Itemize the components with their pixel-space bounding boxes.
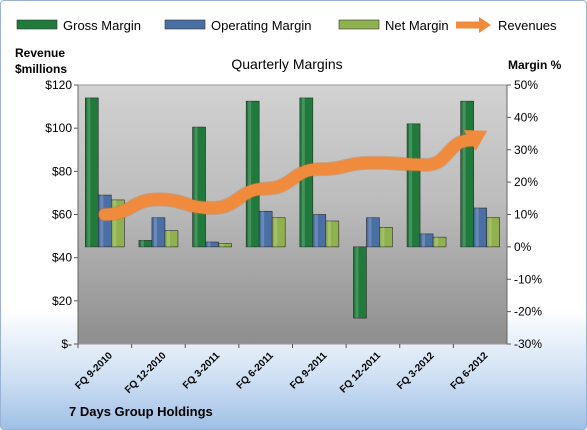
bar-highlight (475, 208, 479, 247)
legend-label-operating-margin: Operating Margin (211, 18, 311, 33)
bar-net-margin (486, 217, 500, 248)
legend-swatch-net-margin (338, 19, 380, 30)
bar-gross-margin (353, 246, 367, 319)
bar-highlight (194, 127, 198, 247)
legend: Gross Margin Operating Margin Net Margin Re… (16, 17, 557, 33)
bar-highlight (261, 211, 265, 247)
bar-highlight (207, 242, 211, 247)
right-axis-title: Margin % (508, 58, 562, 72)
revenue-line-layer (97, 130, 488, 222)
plot-area (77, 84, 508, 345)
bar-highlight (409, 123, 413, 247)
bar-net-margin (218, 243, 232, 248)
bar-highlight (100, 195, 104, 247)
bar-highlight (368, 217, 372, 247)
bar-highlight (314, 214, 318, 247)
bar-highlight (488, 217, 492, 247)
bar-operating-margin (366, 217, 380, 248)
bar-highlight (220, 243, 224, 247)
bar-gross-margin (192, 126, 206, 248)
right-tick-label: -20% (514, 305, 542, 319)
bar-highlight (381, 227, 385, 247)
right-tick-label: 50% (514, 78, 538, 92)
right-tick-label: -30% (514, 337, 542, 351)
right-tick-label: 10% (514, 208, 538, 222)
legend-label-revenues: Revenues (498, 18, 557, 33)
category-label: FQ 3-2012 (395, 350, 437, 392)
category-label: FQ 9-2010 (73, 350, 115, 392)
category-label: FQ 6-2011 (235, 350, 276, 391)
category-label: FQ 9-2011 (288, 350, 329, 391)
bar-net-margin (379, 227, 393, 248)
bar-highlight (435, 237, 439, 247)
bar-highlight (248, 101, 252, 247)
bar-highlight (422, 233, 426, 247)
bar-highlight (153, 217, 157, 247)
bar-operating-margin (473, 207, 487, 248)
bar-gross-margin (85, 97, 99, 248)
left-tick-label: $40 (52, 251, 72, 265)
revenue-line (98, 134, 476, 221)
left-axis-title-line2: $millions (15, 62, 67, 76)
bar-highlight (166, 230, 170, 247)
legend-arrowhead (479, 17, 491, 33)
category-label: FQ 12-2011 (338, 350, 383, 395)
left-tick-label: $60 (52, 208, 72, 222)
bar-highlight (355, 246, 359, 319)
category-label: FQ 6-2012 (449, 350, 491, 392)
bar-gross-margin (460, 100, 474, 248)
bar-operating-margin (419, 233, 434, 248)
category-label: FQ 3-2011 (181, 350, 222, 391)
legend-swatch-gross-margin (16, 19, 58, 30)
right-tick-label: 20% (514, 175, 538, 189)
bar-operating-margin (205, 241, 219, 248)
left-tick-label: $100 (45, 121, 72, 135)
left-tick-label: $120 (45, 78, 72, 92)
legend-label-gross-margin: Gross Margin (63, 18, 141, 33)
bars-layer (85, 97, 500, 319)
left-axis-title-line1: Revenue (15, 46, 65, 60)
bar-highlight (113, 199, 117, 247)
legend-label-net-margin: Net Margin (385, 18, 449, 33)
bar-operating-margin (151, 217, 166, 248)
bar-operating-margin (312, 214, 327, 248)
legend-swatch-operating-margin (164, 19, 206, 30)
bar-highlight (327, 220, 331, 247)
bar-net-margin (164, 230, 179, 248)
left-tick-label: $- (61, 337, 72, 351)
bar-net-margin (432, 236, 447, 248)
bar-gross-margin (406, 123, 421, 248)
chart-title: Quarterly Margins (231, 56, 342, 72)
right-tick-label: 0% (514, 240, 532, 254)
right-tick-label: -10% (514, 272, 542, 286)
bar-highlight (462, 101, 466, 247)
bar-highlight (87, 97, 91, 247)
bar-highlight (274, 217, 278, 247)
bar-gross-margin (138, 240, 153, 248)
company-name: 7 Days Group Holdings (69, 404, 213, 419)
bar-highlight (140, 240, 144, 247)
left-tick-label: $20 (52, 294, 72, 308)
right-tick-label: 40% (514, 110, 538, 124)
bar-gross-margin (245, 100, 260, 248)
bar-net-margin (325, 220, 340, 248)
revenue-arrowhead (463, 130, 488, 151)
right-tick-label: 30% (514, 143, 538, 157)
bar-net-margin (271, 217, 286, 248)
left-tick-label: $80 (52, 164, 72, 178)
bar-operating-margin (258, 210, 273, 248)
category-label: FQ 12-2010 (123, 350, 169, 396)
